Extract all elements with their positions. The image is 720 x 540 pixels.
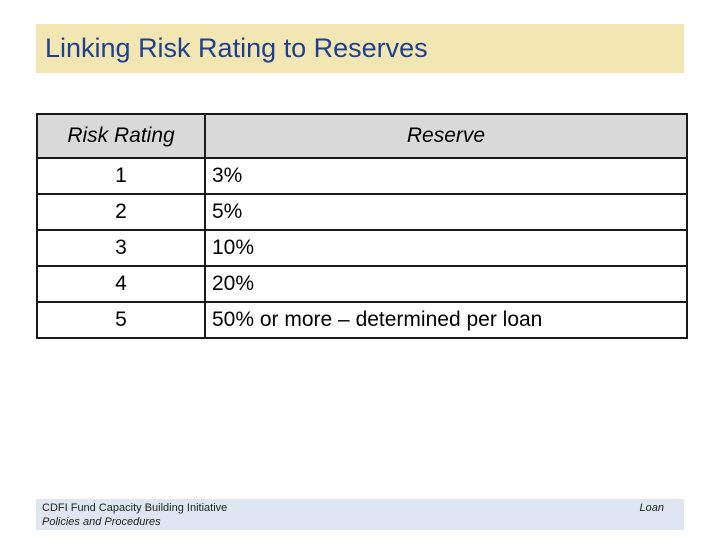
reserve-cell: 5% (204, 193, 688, 231)
table-row: 2 5% (36, 193, 688, 231)
title-bar: Linking Risk Rating to Reserves (36, 24, 684, 73)
rating-cell: 5 (36, 301, 206, 339)
footer-line-2: Policies and Procedures (42, 516, 161, 528)
reserve-cell: 20% (204, 265, 688, 303)
table-row: 4 20% (36, 265, 688, 303)
reserve-cell: 50% or more – determined per loan (204, 301, 688, 339)
table-header-row: Risk Rating Reserve (36, 113, 688, 159)
header-reserve: Reserve (204, 113, 688, 159)
page-title: Linking Risk Rating to Reserves (45, 33, 428, 63)
footer-source: CDFI Fund Capacity Building Initiative P… (42, 501, 227, 529)
rating-cell: 4 (36, 265, 206, 303)
risk-reserve-table: Risk Rating Reserve 1 3% 2 5% 3 10% (36, 113, 688, 339)
footer-section-label: Loan (639, 502, 664, 514)
rating-cell: 2 (36, 193, 206, 231)
rating-cell: 3 (36, 229, 206, 267)
reserve-cell: 10% (204, 229, 688, 267)
table-row: 3 10% (36, 229, 688, 267)
table-row: 1 3% (36, 157, 688, 195)
header-risk-rating: Risk Rating (36, 113, 206, 159)
reserve-cell: 3% (204, 157, 688, 195)
rating-cell: 1 (36, 157, 206, 195)
footer-bar: CDFI Fund Capacity Building Initiative P… (36, 499, 684, 530)
footer-line-1: CDFI Fund Capacity Building Initiative (42, 502, 228, 514)
table-row: 5 50% or more – determined per loan (36, 301, 688, 339)
risk-reserve-table-container: Risk Rating Reserve 1 3% 2 5% 3 10% (36, 113, 688, 339)
